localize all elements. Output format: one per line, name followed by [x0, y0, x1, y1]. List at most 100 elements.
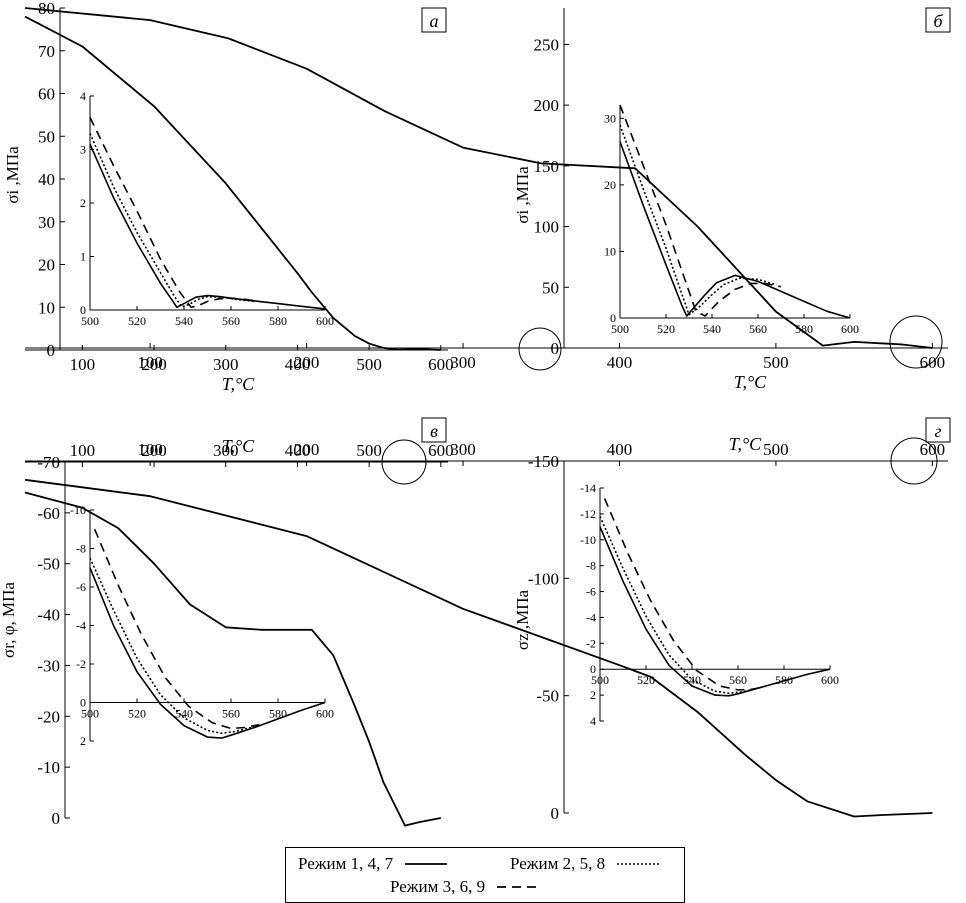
panel-tag-box [421, 7, 447, 33]
series-line-solid [24, 7, 933, 349]
legend-dotted-swatch [617, 863, 660, 865]
inset-x-tick-label: 520 [637, 673, 655, 687]
zoom-circle [889, 315, 943, 369]
x-tick-label: 400 [285, 441, 311, 460]
inset-y-tick-label: -4 [586, 610, 596, 624]
inset-y-tick-label: 10 [604, 244, 616, 258]
legend-label: Режим 2, 5, 8 [510, 854, 606, 873]
chart-panel-1: 100 200 300 400 500 60001020304050607080T,°Cσ… [3, 0, 562, 394]
x-tick-label: 300 [213, 441, 239, 460]
y-tick-label: 40 [38, 170, 55, 189]
inset-y-tick-label: -2 [76, 657, 86, 671]
x-tick-label: 100 [70, 441, 96, 460]
inset-x-tick-label: 540 [175, 707, 193, 721]
inset-x-tick-label: 540 [683, 673, 701, 687]
panel-tag: б [933, 11, 943, 31]
y-tick-label: 0 [551, 339, 560, 358]
x-axis-label: T,°C [734, 372, 767, 392]
inset-y-tick-label: -2 [586, 636, 596, 650]
x-tick-label: 300 [450, 440, 476, 459]
panel-tag: а [430, 11, 439, 31]
y-tick-label: -10 [37, 758, 60, 777]
y-tick-label: 70 [38, 42, 55, 61]
legend-label: Режим 1, 4, 7 [298, 854, 394, 873]
x-tick-label: 500 [356, 355, 382, 374]
inset-y-tick-label: 3 [80, 143, 86, 157]
series-line-solid [619, 141, 851, 319]
y-tick-label: -40 [37, 606, 60, 625]
y-tick-label: 30 [38, 213, 55, 232]
series-line-dotted [619, 124, 777, 316]
y-tick-label: -30 [37, 656, 60, 675]
inset-y-tick-label: -4 [76, 619, 86, 633]
inset-x-tick-label: 500 [591, 673, 609, 687]
inset-y-tick-label: 1 [80, 250, 86, 264]
y-tick-label: -20 [37, 707, 60, 726]
x-tick-label: 600 [428, 441, 454, 460]
panel-tag-box [421, 417, 447, 443]
x-tick-label: 400 [607, 440, 633, 459]
x-tick-label: 600 [920, 440, 946, 459]
x-tick-label: 200 [294, 440, 320, 459]
panel-tag: в [430, 421, 438, 441]
inset-plot: 500 520 540 560 580 600 0 1 2 3 4 [80, 89, 334, 328]
legend-solid-swatch [405, 863, 448, 865]
inset-y-tick-label: 4 [590, 714, 596, 728]
inset-x-tick-label: 520 [128, 314, 146, 328]
inset-y-tick-label: 2 [80, 734, 86, 748]
panel-tag: г [934, 421, 941, 441]
y-tick-label: -50 [37, 555, 60, 574]
inset-x-tick-label: 500 [611, 322, 629, 336]
y-tick-label: -50 [536, 687, 559, 706]
inset-x-tick-label: 600 [316, 707, 334, 721]
inset-x-tick-label: 520 [657, 322, 675, 336]
series-line-dashed [619, 104, 782, 317]
x-axis-label: T,°C [729, 434, 762, 454]
inset-y-tick-label: 20 [604, 178, 616, 192]
y-tick-label: 0 [551, 804, 560, 823]
inset-x-tick-label: 540 [703, 322, 721, 336]
x-tick-label: 300 [213, 355, 239, 374]
inset-x-tick-label: 540 [175, 314, 193, 328]
x-tick-label: 200 [294, 353, 320, 372]
inset-y-tick-label: -12 [580, 507, 596, 521]
inset-x-tick-label: 600 [841, 322, 859, 336]
zoom-circle [518, 327, 562, 371]
inset-y-tick-label: -14 [580, 481, 596, 495]
zoom-circle [890, 437, 938, 485]
inset-x-tick-label: 500 [81, 314, 99, 328]
inset-x-tick-label: 500 [81, 707, 99, 721]
y-tick-label: -150 [528, 452, 559, 471]
inset-x-tick-label: 560 [222, 314, 240, 328]
panel-tag-box [925, 7, 951, 33]
inset-y-tick-label: -8 [586, 559, 596, 573]
series-line-solid [24, 491, 441, 827]
inset-y-tick-label: 0 [590, 662, 596, 676]
inset-y-tick-label: -10 [580, 533, 596, 547]
chart-panel-3: 100 200 300 400 500 6000-10-20-30-40-50-60-70… [0, 417, 454, 828]
series-line-dashed [93, 528, 260, 730]
inset-y-tick-label: 2 [80, 196, 86, 210]
inset-y-tick-label: 0 [80, 303, 86, 317]
x-axis-label: T,°C [222, 436, 255, 456]
x-tick-label: 600 [428, 355, 454, 374]
x-tick-label: 500 [356, 441, 382, 460]
y-axis-label: σi ,МПа [513, 166, 532, 224]
inset-x-tick-label: 580 [269, 314, 287, 328]
inset-y-tick-label: 2 [590, 688, 596, 702]
inset-y-tick-label: -8 [76, 542, 86, 556]
y-tick-label: 100 [534, 218, 560, 237]
inset-x-tick-label: 560 [729, 673, 747, 687]
legend: Режим 1, 4, 7 Режим 2, 5, 8 Режим 3, 6, … [285, 847, 685, 903]
y-tick-label: 50 [542, 278, 559, 297]
inset-y-tick-label: 0 [80, 696, 86, 710]
x-tick-label: 400 [607, 353, 633, 372]
series-line-dashed [89, 117, 260, 309]
y-axis-label: σi ,МПа [3, 146, 22, 204]
inset-x-tick-label: 580 [795, 322, 813, 336]
inset-y-tick-label: -6 [586, 585, 596, 599]
